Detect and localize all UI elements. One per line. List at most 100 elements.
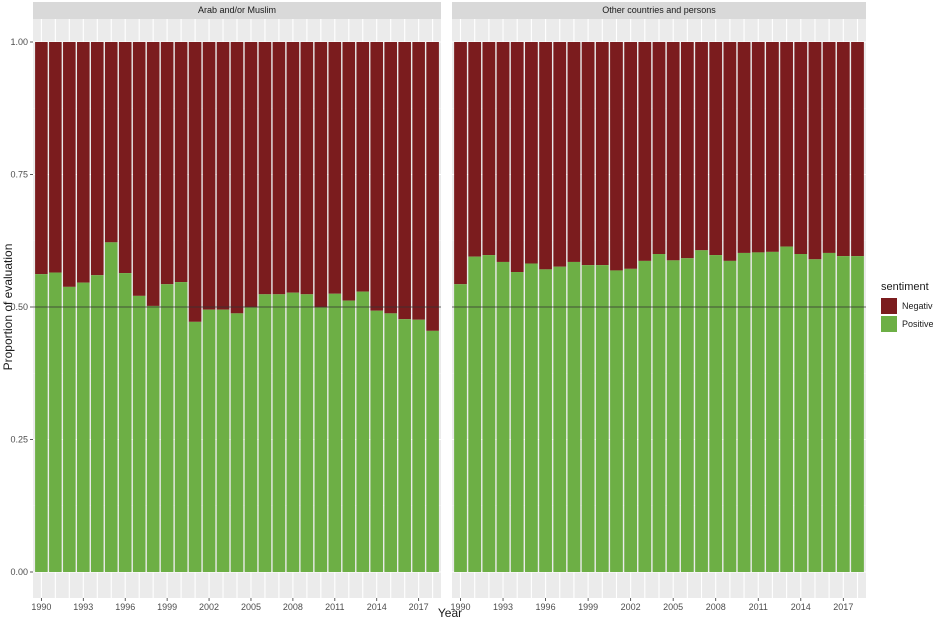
bar-positive-2007 [695, 250, 708, 573]
legend-label-negative: Negative [902, 301, 933, 311]
bar-negative-1991 [49, 42, 62, 273]
bar-positive-2017 [412, 319, 425, 572]
bar-negative-2013 [356, 42, 370, 292]
bar-positive-2016 [822, 252, 836, 572]
y-tick-label: 1.00 [10, 37, 28, 47]
bar-positive-2006 [680, 258, 694, 572]
bar-negative-1992 [482, 42, 496, 256]
y-tick-label: 0.00 [10, 567, 28, 577]
bar-positive-2010 [314, 307, 328, 572]
x-tick-label: 2011 [749, 602, 768, 612]
legend-swatch-positive [881, 316, 897, 332]
bar-positive-2014 [370, 310, 384, 572]
panel-title-other: Other countries and persons [602, 5, 716, 15]
bar-positive-1993 [77, 282, 90, 572]
y-axis-ticks: 0.00 0.25 0.50 0.75 1.00 [10, 37, 33, 577]
bar-negative-2009 [723, 42, 737, 261]
bar-positive-2002 [202, 309, 216, 572]
x-tick-label: 2005 [663, 602, 683, 612]
x-tick-label: 2017 [833, 602, 853, 612]
bar-positive-1991 [468, 256, 482, 572]
bar-positive-1996 [118, 273, 132, 572]
bar-positive-1994 [510, 272, 524, 572]
x-tick-label: 1999 [157, 602, 177, 612]
bar-negative-2006 [680, 42, 694, 259]
bar-negative-1995 [525, 42, 538, 264]
bar-negative-2004 [652, 42, 666, 254]
bar-positive-2010 [737, 252, 751, 572]
x-tick-label: 1993 [73, 602, 93, 612]
bar-positive-2014 [794, 254, 808, 572]
bar-positive-2015 [384, 313, 397, 572]
bar-positive-2008 [286, 292, 300, 572]
bar-negative-2018 [851, 42, 864, 257]
bar-positive-2008 [709, 255, 723, 572]
bar-positive-2004 [230, 313, 244, 572]
bar-negative-2014 [794, 42, 808, 254]
bar-positive-2001 [610, 270, 623, 572]
x-tick-label: 2017 [409, 602, 429, 612]
bar-positive-2005 [244, 307, 258, 572]
x-tick-label: 2011 [325, 602, 344, 612]
bar-negative-1996 [118, 42, 132, 274]
bar-negative-2006 [258, 42, 272, 295]
bar-positive-2000 [174, 282, 188, 572]
bar-negative-2010 [314, 42, 328, 308]
bar-negative-2016 [822, 42, 836, 253]
legend-label-positive: Positive [902, 319, 933, 329]
bar-positive-2017 [836, 256, 850, 572]
bar-negative-1994 [510, 42, 524, 273]
bar-positive-2002 [624, 268, 638, 572]
bar-negative-2004 [230, 42, 244, 314]
bar-negative-2001 [188, 42, 202, 322]
bar-positive-2012 [342, 300, 356, 572]
bar-negative-2012 [766, 42, 779, 252]
bar-negative-1992 [63, 42, 76, 287]
bar-negative-2002 [202, 42, 216, 310]
bar-positive-2018 [851, 256, 864, 572]
bar-negative-1999 [581, 42, 595, 266]
bar-positive-1994 [90, 275, 104, 572]
bar-positive-2013 [780, 246, 793, 572]
bar-positive-1998 [146, 305, 160, 572]
panel-bars-arab-muslim [35, 42, 439, 572]
x-tick-label: 2005 [241, 602, 261, 612]
bar-positive-1992 [482, 255, 496, 572]
bar-negative-2015 [384, 42, 397, 314]
bar-negative-2007 [272, 42, 286, 295]
panel-title-arab-muslim: Arab and/or Muslim [198, 5, 276, 15]
bar-negative-2007 [695, 42, 708, 251]
bar-positive-1995 [525, 263, 538, 572]
x-axis-ticks-arab-muslim: 1990 1993 1996 1999 2002 2005 2008 2011 2014 2017 [31, 598, 429, 612]
x-tick-label: 1996 [115, 602, 135, 612]
x-axis-ticks-other: 1990 1993 1996 1999 2002 2005 2008 2011 2014 2017 [450, 598, 853, 612]
bar-positive-2012 [766, 251, 779, 572]
x-tick-label: 2014 [791, 602, 811, 612]
x-tick-label: 2008 [283, 602, 303, 612]
bar-negative-2009 [300, 42, 314, 295]
bar-negative-1998 [146, 42, 160, 306]
bar-negative-2008 [286, 42, 300, 293]
bar-positive-1990 [454, 284, 467, 572]
bar-negative-2011 [328, 42, 342, 294]
bar-negative-1994 [90, 42, 104, 276]
bar-negative-2017 [412, 42, 425, 320]
bar-positive-1992 [63, 286, 76, 572]
bar-negative-1999 [160, 42, 174, 285]
bar-negative-1995 [104, 42, 118, 243]
bar-positive-2018 [426, 330, 439, 572]
bar-positive-2015 [808, 259, 822, 572]
bar-positive-1999 [581, 265, 595, 572]
bar-positive-1998 [567, 261, 581, 572]
bar-positive-1995 [104, 242, 118, 572]
bar-positive-2006 [258, 294, 272, 572]
panel-bars-other [454, 42, 864, 573]
bar-negative-2012 [342, 42, 356, 301]
x-tick-label: 1990 [450, 602, 470, 612]
bar-negative-2003 [216, 42, 230, 310]
x-tick-label: 1996 [536, 602, 556, 612]
panel-strip-other [452, 2, 866, 19]
bar-negative-1998 [567, 42, 581, 262]
bar-negative-1993 [496, 42, 510, 262]
x-tick-label: 2008 [706, 602, 726, 612]
